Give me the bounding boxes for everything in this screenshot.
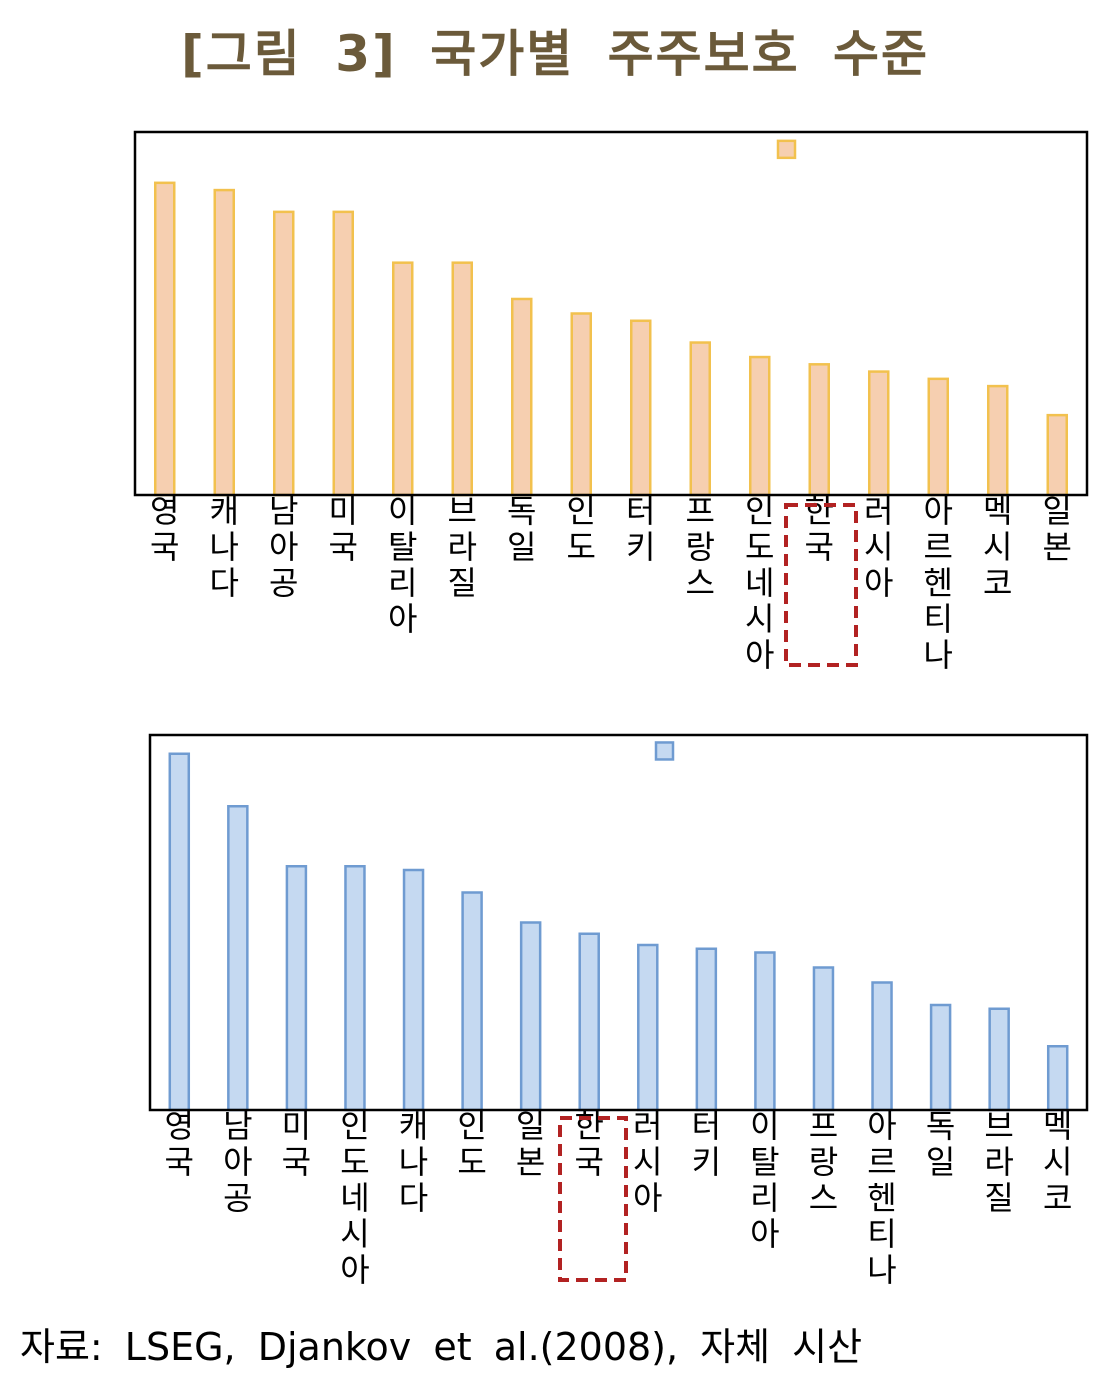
source-note: 자료: LSEG, Djankov et al.(2008), 자체 시산 — [20, 1325, 863, 1369]
legend-swatch — [654, 741, 675, 761]
bar-0 — [154, 181, 176, 497]
bar-4 — [392, 261, 414, 497]
figure-title: [그림 3] 국가별 주주보호 수준 — [180, 25, 930, 83]
bar-0 — [168, 752, 191, 1112]
bar-7 — [578, 932, 600, 1112]
bar-14 — [987, 384, 1009, 497]
bar-14 — [988, 1007, 1010, 1112]
bar-15 — [1046, 1045, 1069, 1112]
bar-9 — [689, 341, 711, 497]
bar-3 — [332, 210, 354, 497]
bar-8 — [637, 943, 659, 1112]
bar-5 — [451, 261, 473, 497]
bar-12 — [868, 370, 890, 497]
plot-frame — [148, 733, 1089, 1112]
bar-6 — [519, 921, 542, 1112]
korea-highlight-box — [784, 503, 858, 667]
bar-10 — [754, 951, 776, 1112]
bar-11 — [808, 363, 830, 497]
bar-6 — [511, 297, 533, 497]
bar-11 — [812, 966, 835, 1112]
bar-7 — [570, 312, 592, 497]
bar-10 — [749, 355, 771, 497]
bar-15 — [1046, 413, 1068, 497]
bar-12 — [871, 981, 893, 1112]
legend-swatch — [776, 139, 797, 160]
bar-2 — [273, 210, 295, 497]
bar-2 — [285, 865, 308, 1112]
bar-5 — [461, 891, 483, 1112]
bar-13 — [927, 377, 949, 497]
bar-8 — [630, 319, 652, 497]
bar-1 — [213, 188, 235, 497]
bar-4 — [402, 868, 425, 1112]
bar-3 — [344, 865, 366, 1112]
self-dealing-index-chart: 영 국 남 아 공 미 국 인 도 네 시 아 캐 나 다 인 도 일 본 한 국 러 시 아 터 키 이 탈 리 아 프 랑 스 아 르 헨 티 나 독 일… — [148, 733, 1089, 1289]
bar-13 — [929, 1003, 952, 1112]
plot-frame — [133, 130, 1089, 497]
bar-1 — [227, 805, 249, 1112]
bar-9 — [695, 947, 718, 1112]
shareholder-protection-chart: 영 국 캐 나 다 남 아 공 미 국 이 탈 리 아 브 라 질 독 일 인 도 터 키 프 랑 스 인 도 네 시 아 한 국 러 시 아 아 르 헨 티… — [133, 130, 1089, 674]
